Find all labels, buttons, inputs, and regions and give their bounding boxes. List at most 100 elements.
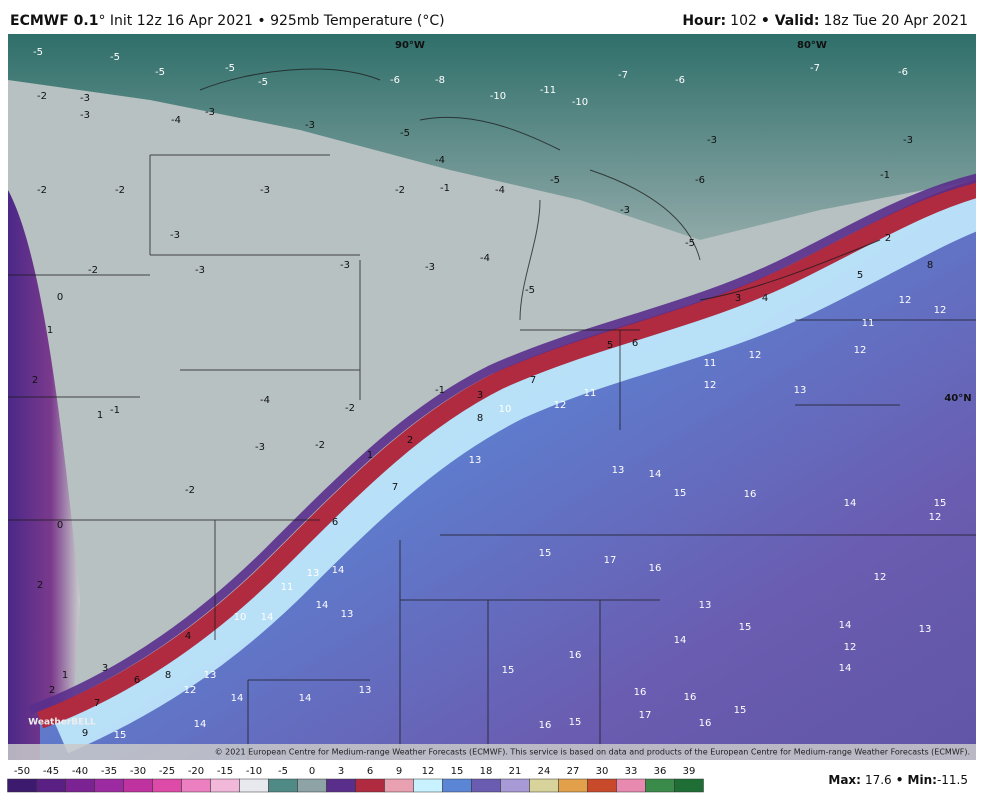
colorbar-tick-label: -50 [14, 766, 30, 777]
temperature-label: 16 [744, 489, 757, 500]
temperature-label: 2 [885, 233, 891, 244]
colorbar-swatch [500, 778, 530, 793]
temperature-label: 4 [185, 631, 191, 642]
temperature-label: -5 [33, 47, 43, 58]
temperature-label: 16 [569, 650, 582, 661]
temperature-label: 15 [674, 488, 687, 499]
temperature-label: 12 [704, 380, 717, 391]
temperature-label: 11 [584, 388, 597, 399]
temperature-label: 10 [499, 404, 512, 415]
temperature-label: -3 [340, 260, 350, 271]
valid-label: • Valid: [761, 13, 820, 29]
colorbar-tick-label: 39 [683, 766, 696, 777]
temperature-label: 14 [261, 612, 274, 623]
temperature-label: -3 [903, 135, 913, 146]
colorbar-swatch [587, 778, 617, 793]
temperature-label: -5 [525, 285, 535, 296]
temperature-label: -11 [540, 85, 556, 96]
model: ECMWF 0.1 [10, 13, 98, 29]
temperature-label: -1 [440, 183, 450, 194]
temperature-label: -5 [225, 63, 235, 74]
temperature-label: 5 [857, 270, 863, 281]
colorbar-swatch [674, 778, 704, 793]
temperature-label: 13 [359, 685, 372, 696]
colorbar-swatch [210, 778, 240, 793]
colorbar: -50 -45 -40 -35 -30 -25 -20 -15 -10 -5 0 3 6 9 12 15 18 2… [7, 766, 704, 793]
temperature-label: 16 [684, 692, 697, 703]
colorbar-tick-label: 9 [396, 766, 402, 777]
temperature-label: 7 [94, 698, 100, 709]
temperature-label: -10 [572, 97, 588, 108]
temperature-label: 7 [530, 375, 536, 386]
valid-time: Hour: 102 • Valid: 18z Tue 20 Apr 2021 [682, 13, 968, 29]
colorbar-tick-label: 33 [625, 766, 638, 777]
colorbar-swatch [616, 778, 646, 793]
temperature-label: 0 [57, 520, 63, 531]
temperature-label: 14 [299, 693, 312, 704]
colorbar-tick-label: 24 [538, 766, 551, 777]
temperature-label: 15 [114, 730, 127, 741]
temperature-label: 11 [281, 582, 294, 593]
temperature-label: -2 [185, 485, 195, 496]
temperature-label: 13 [794, 385, 807, 396]
temperature-label: -5 [258, 77, 268, 88]
temperature-label: -3 [170, 230, 180, 241]
colorbar-tick-label: -5 [278, 766, 288, 777]
temperature-label: 12 [844, 642, 857, 653]
state-borders [8, 154, 976, 760]
copyright-bar [8, 744, 976, 760]
max: 17.6 [865, 773, 892, 787]
temperature-label: -4 [260, 395, 270, 406]
colorbar-swatch [471, 778, 501, 793]
temperature-label: 14 [332, 565, 345, 576]
temperature-label: 3 [102, 663, 108, 674]
colorbar-swatch [442, 778, 472, 793]
temperature-label: 11 [862, 318, 875, 329]
colorbar-swatch [529, 778, 559, 793]
temperature-label: 14 [194, 719, 207, 730]
temperature-label: 12 [184, 685, 197, 696]
front-band [36, 179, 976, 729]
temperature-label: 9 [82, 728, 88, 739]
min: -11.5 [937, 773, 968, 787]
colorbar-swatch [181, 778, 211, 793]
colorbar-tick-label: 3 [338, 766, 344, 777]
temperature-label: -1 [880, 170, 890, 181]
temperature-label: 12 [929, 512, 942, 523]
temperature-label: 14 [839, 620, 852, 631]
temperature-label: 17 [604, 555, 617, 566]
temperature-label: 2 [407, 435, 413, 446]
temperature-label: -2 [37, 91, 47, 102]
logo: WeatherBELL [28, 718, 96, 728]
temperature-label: 11 [704, 358, 717, 369]
temperature-label: -2 [37, 185, 47, 196]
temperature-label: 14 [844, 498, 857, 509]
temperature-label: 16 [649, 563, 662, 574]
temperature-label: 12 [749, 350, 762, 361]
temperature-label: 6 [332, 517, 338, 528]
colorbar-tick-label: -30 [130, 766, 146, 777]
colorbar-tick-label: 27 [567, 766, 580, 777]
hour: 102 [730, 13, 757, 29]
temperature-label: 8 [927, 260, 933, 271]
temperature-label: 4 [762, 293, 768, 304]
colorbar-tick-label: 0 [309, 766, 315, 777]
temperature-label: -2 [345, 403, 355, 414]
temperature-label: -3 [195, 265, 205, 276]
temperature-label: -3 [80, 110, 90, 121]
temperature-label: 2 [49, 685, 55, 696]
temperature-label: -5 [155, 67, 165, 78]
colorbar-swatch [297, 778, 327, 793]
valid: 18z Tue 20 Apr 2021 [823, 13, 968, 29]
temperature-label: 16 [699, 718, 712, 729]
temperature-label: 12 [934, 305, 947, 316]
temperature-label: -6 [675, 75, 685, 86]
temperature-label: -3 [260, 185, 270, 196]
colorbar-swatch [326, 778, 356, 793]
temperature-label: -5 [685, 238, 695, 249]
colorbar-swatch [239, 778, 269, 793]
temperature-label: -2 [315, 440, 325, 451]
temperature-label: 1 [47, 325, 53, 336]
temperature-label: 2 [32, 375, 38, 386]
temperature-label: 6 [632, 338, 638, 349]
